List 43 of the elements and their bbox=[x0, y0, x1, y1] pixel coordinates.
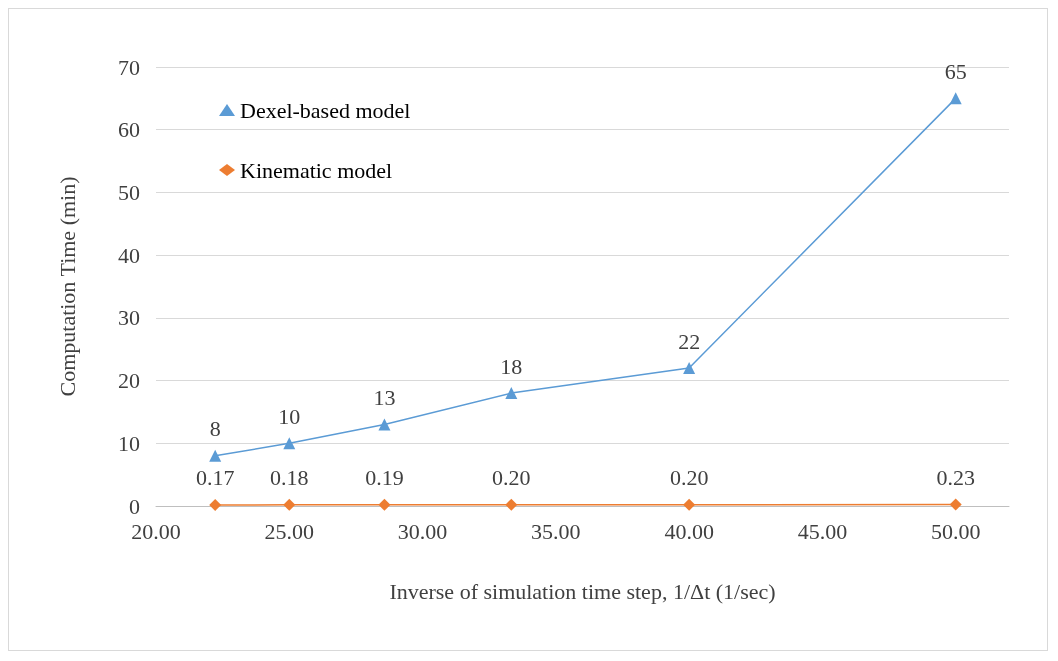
data-label: 65 bbox=[944, 58, 967, 84]
legend-label: Kinematic model bbox=[240, 157, 393, 183]
point bbox=[949, 498, 962, 511]
y-axis-title: Computation Time (min) bbox=[54, 176, 80, 397]
data-label: 0.18 bbox=[270, 465, 309, 491]
point bbox=[683, 362, 696, 375]
point bbox=[378, 498, 391, 511]
data-label: 8 bbox=[209, 416, 221, 442]
x-tick-label: 40.00 bbox=[664, 518, 714, 544]
data-label: 22 bbox=[678, 328, 701, 354]
point bbox=[283, 437, 296, 450]
data-label: 0.19 bbox=[365, 465, 404, 491]
data-label: 13 bbox=[373, 384, 396, 410]
y-tick-label: 60 bbox=[118, 117, 140, 143]
x-tick-label: 30.00 bbox=[397, 518, 448, 544]
point bbox=[378, 418, 391, 431]
legend-label: Dexel-based model bbox=[240, 97, 411, 123]
point bbox=[209, 449, 222, 462]
data-label: 10 bbox=[278, 403, 301, 429]
point bbox=[505, 498, 518, 511]
y-tick-label: 70 bbox=[118, 54, 140, 80]
point bbox=[949, 92, 962, 105]
data-label: 18 bbox=[500, 353, 523, 379]
x-axis-title: Inverse of simulation time step, 1/Δt (1/sec) bbox=[389, 578, 776, 604]
y-tick-label: 50 bbox=[118, 179, 140, 205]
x-tick-label: 25.00 bbox=[264, 518, 315, 544]
y-tick-label: 20 bbox=[118, 368, 140, 394]
y-tick-label: 30 bbox=[118, 305, 140, 331]
y-tick-label: 0 bbox=[129, 493, 140, 519]
y-tick-label: 10 bbox=[118, 430, 140, 456]
x-tick-label: 20.00 bbox=[131, 518, 181, 544]
x-tick-label: 35.00 bbox=[531, 518, 581, 544]
point bbox=[209, 498, 222, 511]
y-tick-label: 40 bbox=[118, 242, 140, 268]
point bbox=[283, 498, 296, 511]
data-label: 0.20 bbox=[669, 465, 709, 491]
x-tick-label: 50.00 bbox=[930, 518, 981, 544]
data-label: 0.20 bbox=[492, 465, 531, 491]
x-tick-label: 45.00 bbox=[797, 518, 848, 544]
data-label: 0.23 bbox=[936, 465, 975, 491]
data-label: 0.17 bbox=[195, 465, 235, 491]
point bbox=[683, 498, 696, 511]
point bbox=[505, 387, 518, 400]
